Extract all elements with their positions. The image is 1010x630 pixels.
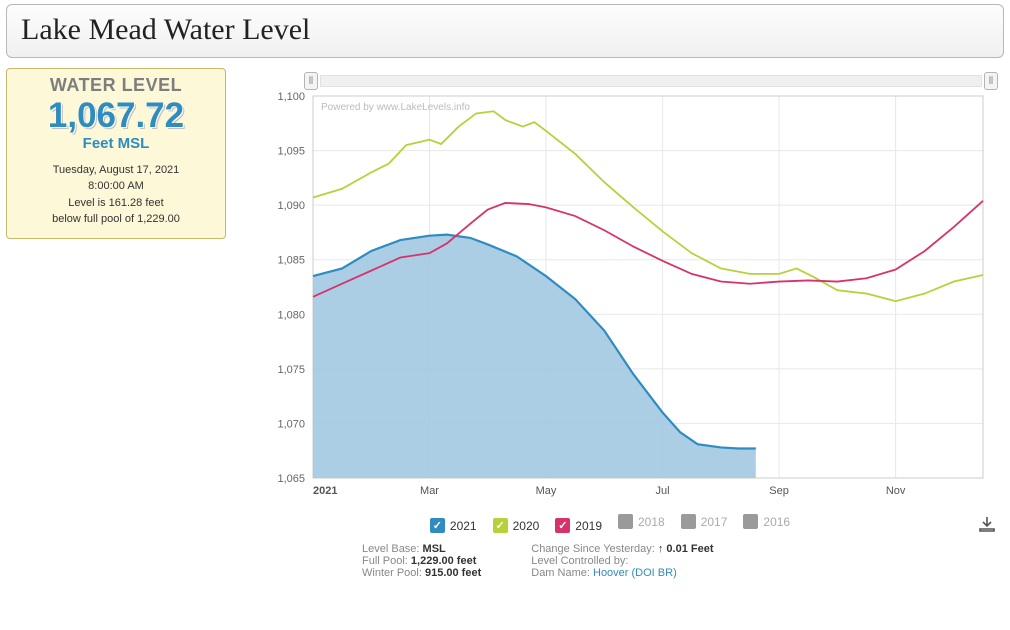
card-time: 8:00:00 AM [88,180,144,192]
page-title: Lake Mead Water Level [21,13,989,47]
legend: ✓ 2021 ✓ 2020 ✓ 2019 2018 2017 2016 [242,514,1004,533]
legend-label: 2018 [638,515,665,529]
footer-right: Change Since Yesterday: ↑ 0.01 Feet Leve… [531,543,713,579]
chart-footer: Level Base: MSL Full Pool: 1,229.00 feet… [242,543,1004,579]
svg-text:1,090: 1,090 [277,200,305,212]
legend-item-2019[interactable]: ✓ 2019 [555,518,602,533]
controlled-label: Level Controlled by: [531,555,628,567]
chart-region: ⦀ ⦀ 1,0651,0701,0751,0801,0851,0901,0951… [242,68,1004,579]
svg-text:2021: 2021 [313,485,337,497]
legend-swatch-icon: ✓ [555,518,570,533]
svg-text:Jul: Jul [656,485,670,497]
legend-label: 2021 [450,519,477,533]
card-header: WATER LEVEL [15,75,217,96]
svg-text:Powered by www.LakeLevels.info: Powered by www.LakeLevels.info [321,102,470,113]
change-value: ↑ 0.01 Feet [658,543,714,555]
dam-label: Dam Name: [531,567,590,579]
legend-swatch-icon: ✓ [493,518,508,533]
svg-text:May: May [536,485,557,497]
svg-text:1,095: 1,095 [277,146,305,158]
title-bar: Lake Mead Water Level [6,4,1004,58]
range-track[interactable] [320,75,982,87]
full-pool-value: 1,229.00 feet [411,555,476,567]
svg-text:1,085: 1,085 [277,255,305,267]
legend-item-2017[interactable]: 2017 [681,514,728,529]
svg-text:Sep: Sep [769,485,789,497]
legend-swatch-icon [618,514,633,529]
legend-label: 2020 [513,519,540,533]
svg-text:1,100: 1,100 [277,91,305,103]
download-icon[interactable] [978,516,996,535]
svg-text:Nov: Nov [886,485,906,497]
dam-link[interactable]: Hoover (DOI BR) [593,567,677,579]
legend-label: 2017 [701,515,728,529]
change-label: Change Since Yesterday: [531,543,655,555]
winter-pool-value: 915.00 feet [425,567,481,579]
legend-item-2016[interactable]: 2016 [743,514,790,529]
water-level-card: WATER LEVEL 1,067.72 Feet MSL Tuesday, A… [6,68,226,239]
legend-item-2020[interactable]: ✓ 2020 [493,518,540,533]
range-grip-left[interactable]: ⦀ [304,72,318,90]
chart-box: ⦀ ⦀ 1,0651,0701,0751,0801,0851,0901,0951… [242,68,1004,508]
card-date: Tuesday, August 17, 2021 [53,164,180,176]
card-value: 1,067.72 [15,98,217,135]
card-below-2: below full pool of 1,229.00 [52,213,180,225]
range-grip-right[interactable]: ⦀ [984,72,998,90]
legend-label: 2016 [763,515,790,529]
svg-text:1,080: 1,080 [277,309,305,321]
svg-text:1,075: 1,075 [277,364,305,376]
svg-text:Mar: Mar [420,485,439,497]
card-meta: Tuesday, August 17, 2021 8:00:00 AM Leve… [15,162,217,228]
level-base-value: MSL [423,543,446,555]
svg-text:1,070: 1,070 [277,418,305,430]
chart-svg[interactable]: 1,065 1,070 1,075 1,080 1,085 1,090 1,095 1,100… [242,68,1004,508]
level-base-label: Level Base: [362,543,419,555]
legend-swatch-icon [743,514,758,529]
full-pool-label: Full Pool: [362,555,408,567]
footer-left: Level Base: MSL Full Pool: 1,229.00 feet… [362,543,481,579]
svg-text:1,065: 1,065 [277,473,305,485]
winter-pool-label: Winter Pool: [362,567,422,579]
legend-item-2021[interactable]: ✓ 2021 [430,518,477,533]
card-unit: Feet MSL [15,135,217,152]
legend-item-2018[interactable]: 2018 [618,514,665,529]
legend-swatch-icon: ✓ [430,518,445,533]
card-below-1: Level is 161.28 feet [68,197,163,209]
legend-swatch-icon [681,514,696,529]
legend-label: 2019 [575,519,602,533]
